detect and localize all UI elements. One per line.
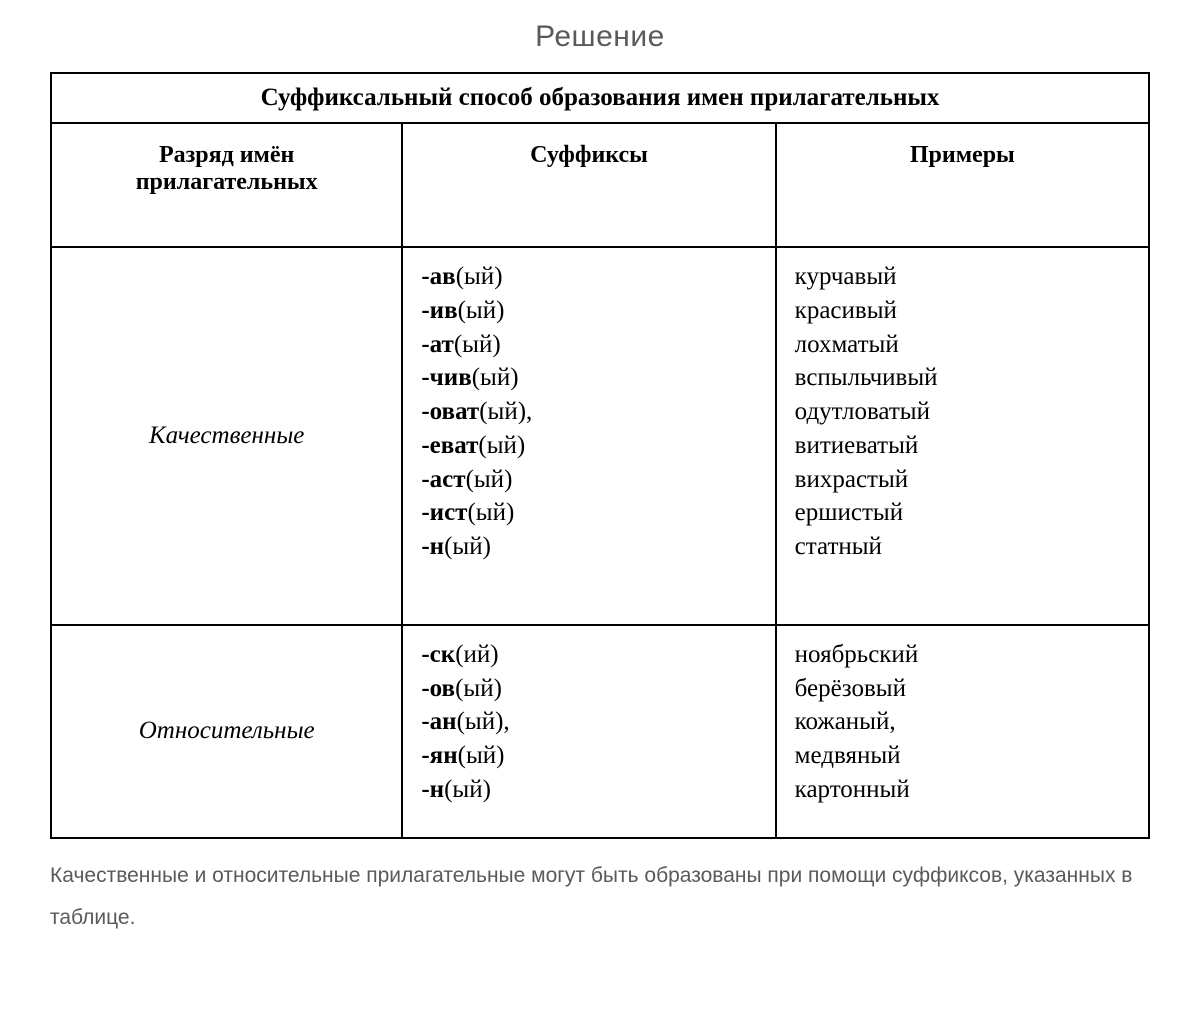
suffix-line: -ан(ый),: [421, 705, 756, 739]
example-line: ноябрьский: [795, 638, 1130, 672]
adjective-table: Суффиксальный способ образования имен пр…: [50, 72, 1150, 839]
header-examples: Примеры: [776, 123, 1149, 247]
example-line: витиеватый: [795, 429, 1130, 463]
table-title: Суффиксальный способ образования имен пр…: [51, 73, 1149, 123]
suffix-line: -ив(ый): [421, 294, 756, 328]
suffix-line: -оват(ый),: [421, 395, 756, 429]
example-line: кожаный,: [795, 705, 1130, 739]
suffix-line: -чив(ый): [421, 361, 756, 395]
table-header-row: Разряд имён прилагательных Суффиксы Прим…: [51, 123, 1149, 247]
example-line: берёзовый: [795, 672, 1130, 706]
page-root: Решение Суффиксальный способ образования…: [0, 0, 1200, 979]
example-line: медвяный: [795, 739, 1130, 773]
suffix-line: -аст(ый): [421, 463, 756, 497]
table-row: Качественные -ав(ый)-ив(ый)-ат(ый)-чив(ы…: [51, 247, 1149, 625]
footnote-text: Качественные и относительные прилагатель…: [50, 855, 1150, 939]
suffix-line: -н(ый): [421, 530, 756, 564]
example-line: ершистый: [795, 496, 1130, 530]
suffix-cell: -ск(ий)-ов(ый)-ан(ый),-ян(ый)-н(ый): [402, 625, 775, 838]
suffix-line: -ист(ый): [421, 496, 756, 530]
table-row: Относительные -ск(ий)-ов(ый)-ан(ый),-ян(…: [51, 625, 1149, 838]
table-title-row: Суффиксальный способ образования имен пр…: [51, 73, 1149, 123]
example-line: вспыльчивый: [795, 361, 1130, 395]
header-category: Разряд имён прилагательных: [51, 123, 402, 247]
example-line: статный: [795, 530, 1130, 564]
suffix-line: -ов(ый): [421, 672, 756, 706]
suffix-cell: -ав(ый)-ив(ый)-ат(ый)-чив(ый)-оват(ый),-…: [402, 247, 775, 625]
example-line: курчавый: [795, 260, 1130, 294]
page-title: Решение: [50, 20, 1150, 54]
category-cell: Качественные: [51, 247, 402, 625]
suffix-line: -н(ый): [421, 773, 756, 807]
header-suffixes: Суффиксы: [402, 123, 775, 247]
header-category-line1: Разряд имён: [159, 142, 294, 168]
example-line: красивый: [795, 294, 1130, 328]
example-line: вихрастый: [795, 463, 1130, 497]
example-line: одутловатый: [795, 395, 1130, 429]
suffix-line: -ск(ий): [421, 638, 756, 672]
suffix-line: -ян(ый): [421, 739, 756, 773]
header-category-line2: прилагательных: [136, 169, 318, 195]
suffix-line: -ат(ый): [421, 328, 756, 362]
suffix-line: -еват(ый): [421, 429, 756, 463]
category-cell: Относительные: [51, 625, 402, 838]
example-cell: ноябрьскийберёзовыйкожаный,медвяныйкарто…: [776, 625, 1149, 838]
example-line: лохматый: [795, 328, 1130, 362]
suffix-line: -ав(ый): [421, 260, 756, 294]
example-line: картонный: [795, 773, 1130, 807]
example-cell: курчавыйкрасивыйлохматыйвспыльчивыйодутл…: [776, 247, 1149, 625]
